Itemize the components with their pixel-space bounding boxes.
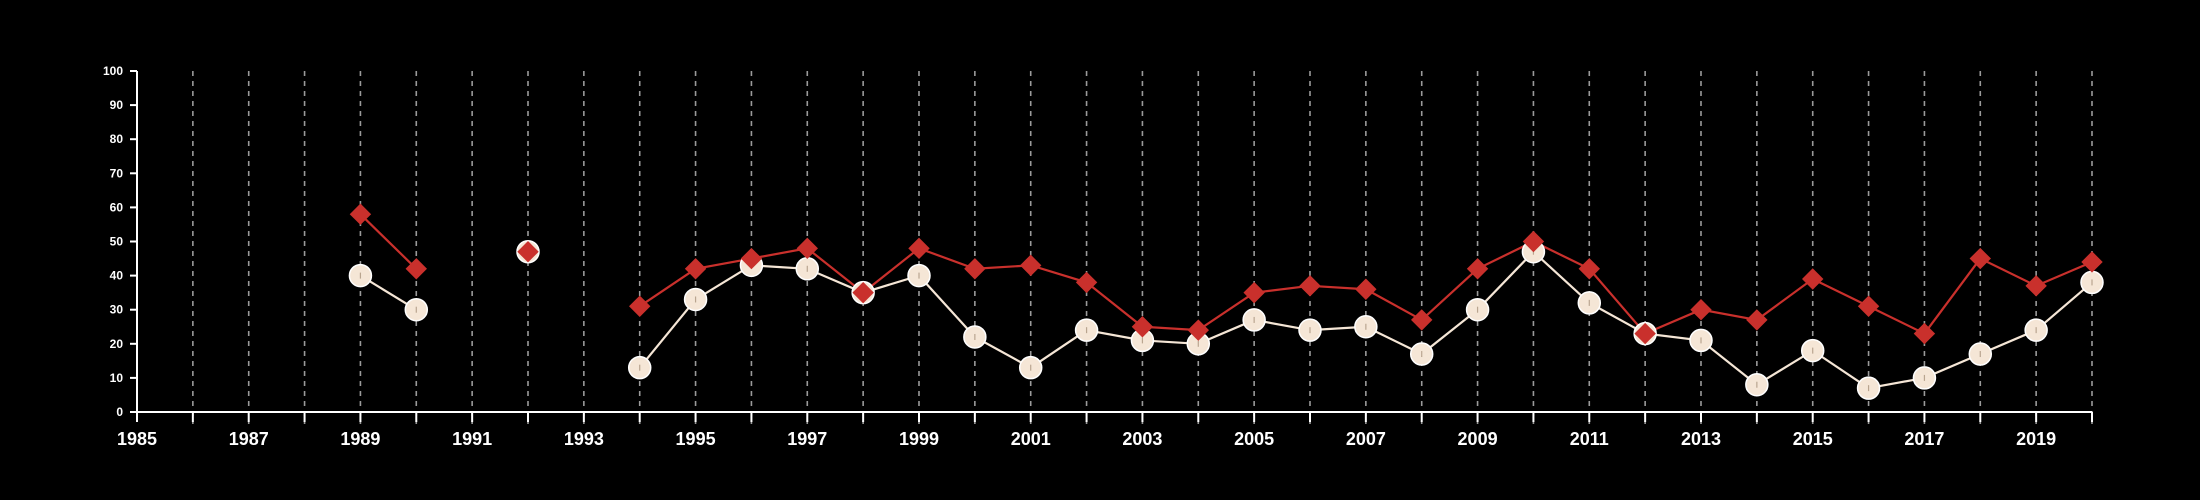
x-tick-label: 2001	[1011, 429, 1051, 449]
x-tick-label: 2013	[1681, 429, 1721, 449]
series-a-point	[1020, 254, 1042, 277]
series-a-point	[1578, 258, 1600, 280]
y-tick-label: 60	[110, 200, 124, 214]
series-a-point	[964, 258, 986, 280]
series-a-point	[684, 258, 707, 280]
series-a-point	[1411, 309, 1433, 331]
y-tick-label: 30	[110, 303, 124, 317]
x-tick-label: 1995	[676, 429, 716, 449]
x-tick-label: 1985	[117, 429, 157, 449]
y-tick-label: 70	[110, 166, 124, 180]
series-a-point	[1299, 275, 1321, 297]
x-tick-label: 2007	[1346, 429, 1386, 449]
series-a-point	[2025, 275, 2047, 297]
x-tick-label: 1999	[899, 429, 939, 449]
y-tick-label: 20	[110, 337, 124, 351]
x-tick-label: 2009	[1458, 429, 1498, 449]
series-a-point	[740, 247, 763, 270]
series-a-point	[349, 203, 372, 225]
x-tick-label: 1997	[787, 429, 827, 449]
series-a-point	[1802, 268, 1824, 290]
series-a-point	[1131, 316, 1154, 338]
series-a-point	[405, 258, 427, 280]
series-a-point	[1243, 281, 1265, 304]
series-a-point	[796, 237, 818, 260]
x-tick-label: 2003	[1122, 429, 1162, 449]
x-tick-label: 1991	[452, 429, 492, 449]
y-tick-label: 50	[110, 235, 124, 249]
series-a-point	[1913, 322, 1936, 345]
series-a-point	[2081, 251, 2103, 273]
series-a-point	[629, 295, 651, 317]
series-a-point	[1634, 322, 1656, 345]
x-tick-label: 2005	[1234, 429, 1274, 449]
x-tick-label: 1993	[564, 429, 604, 449]
y-tick-label: 90	[110, 98, 124, 112]
y-tick-label: 40	[110, 269, 124, 283]
series-a-point	[1187, 319, 1209, 341]
axes: 0 10 20 30 40 50 60 70 80 90 100 1985 1987 1989 1991 19…	[103, 64, 2093, 449]
series-a-point	[1075, 271, 1098, 294]
x-tick-label: 2019	[2016, 429, 2056, 449]
x-tick-label: 2015	[1793, 429, 1833, 449]
x-tick-label: 2011	[1570, 429, 1609, 449]
y-tick-label: 0	[116, 405, 123, 419]
series-a-line	[359, 213, 418, 270]
series-a-point	[517, 241, 539, 263]
y-tick-label: 80	[110, 132, 124, 146]
series-a-point	[1746, 309, 1768, 331]
series-a-point	[1466, 258, 1489, 280]
x-tick-label: 1987	[229, 429, 269, 449]
x-tick-label: 2017	[1904, 429, 1944, 449]
y-tick-label: 100	[103, 64, 123, 78]
series-a-point	[1690, 298, 1712, 321]
series-a-point	[1522, 230, 1545, 253]
series-a-point	[1857, 295, 1880, 317]
series-layer	[348, 203, 2104, 400]
y-tick-label: 10	[110, 371, 124, 385]
series-a-point	[1969, 247, 1991, 270]
series-a-point	[908, 237, 930, 260]
series-a-point	[1355, 278, 1377, 300]
x-tick-label: 1989	[340, 429, 380, 449]
series-a-point	[852, 281, 874, 304]
